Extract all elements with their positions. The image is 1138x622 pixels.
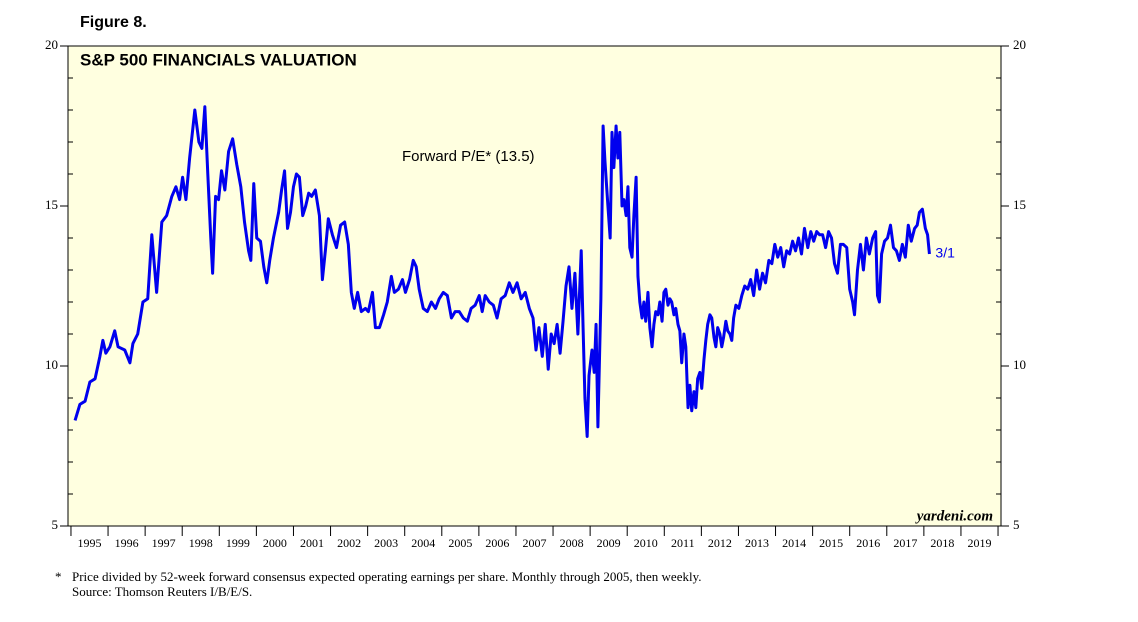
footnote-marker: * — [55, 569, 62, 584]
x-tick-label: 2004 — [411, 536, 435, 550]
x-tick-label: 2012 — [708, 536, 732, 550]
end-label: 3/1 — [935, 245, 955, 261]
x-tick-label: 2015 — [819, 536, 843, 550]
y2-tick-label: 10 — [1013, 357, 1026, 372]
x-tick-label: 2011 — [671, 536, 695, 550]
x-tick-label: 1998 — [189, 536, 213, 550]
x-tick-label: 1996 — [115, 536, 139, 550]
x-tick-label: 1999 — [226, 536, 250, 550]
x-tick-label: 2000 — [263, 536, 287, 550]
series-label: Forward P/E* (13.5) — [402, 148, 535, 165]
figure-label: Figure 8. — [80, 14, 147, 31]
y-tick-label: 20 — [45, 37, 58, 52]
x-tick-label: 2013 — [745, 536, 769, 550]
x-tick-label: 2017 — [893, 536, 917, 550]
y-tick-label: 15 — [45, 197, 58, 212]
x-tick-label: 2009 — [597, 536, 621, 550]
y-tick-label: 10 — [45, 357, 58, 372]
y-tick-label: 5 — [52, 517, 59, 532]
x-tick-label: 2001 — [300, 536, 324, 550]
x-tick-label: 2008 — [560, 536, 584, 550]
x-tick-label: 2003 — [374, 536, 398, 550]
x-tick-label: 2019 — [967, 536, 991, 550]
footnote: Price divided by 52-week forward consens… — [72, 569, 701, 584]
source-note: Source: Thomson Reuters I/B/E/S. — [72, 584, 252, 599]
x-tick-label: 2006 — [485, 536, 509, 550]
series-line — [73, 105, 931, 438]
x-tick-label: 2005 — [448, 536, 472, 550]
x-tick-label: 2018 — [930, 536, 954, 550]
x-tick-label: 1995 — [78, 536, 102, 550]
x-tick-label: 1997 — [152, 536, 176, 550]
watermark: yardeni.com — [915, 508, 993, 524]
plot-area — [67, 45, 1002, 527]
x-tick-label: 2016 — [856, 536, 880, 550]
y2-tick-label: 15 — [1013, 197, 1026, 212]
x-tick-label: 2007 — [523, 536, 547, 550]
y2-tick-label: 5 — [1013, 517, 1020, 532]
x-tick-label: 2014 — [782, 536, 806, 550]
x-tick-label: 2010 — [634, 536, 658, 550]
x-tick-label: 2002 — [337, 536, 361, 550]
y2-tick-label: 20 — [1013, 37, 1026, 52]
chart-title: S&P 500 FINANCIALS VALUATION — [80, 50, 357, 69]
